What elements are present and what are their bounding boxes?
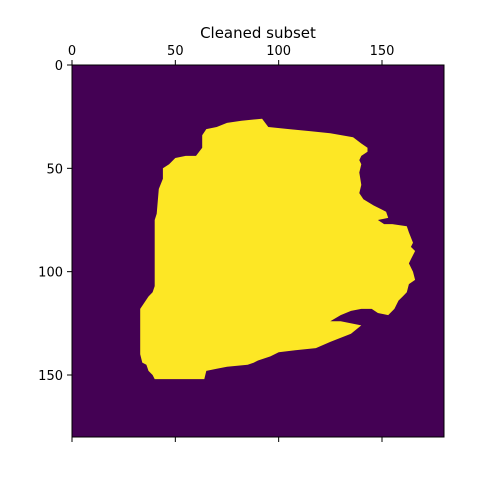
y-tick-label: 150 bbox=[38, 369, 63, 384]
y-tick-label: 100 bbox=[38, 266, 63, 281]
x-tick-label: 150 bbox=[370, 44, 395, 59]
chart-title: Cleaned subset bbox=[200, 24, 316, 42]
y-tick-label: 0 bbox=[55, 59, 63, 74]
x-tick-label: 50 bbox=[167, 44, 184, 59]
x-tick-label: 100 bbox=[266, 44, 291, 59]
y-tick-label: 50 bbox=[46, 162, 63, 177]
y-axis-ticks: 0 50 100 150 bbox=[38, 59, 72, 384]
x-tick-label: 0 bbox=[68, 44, 76, 59]
